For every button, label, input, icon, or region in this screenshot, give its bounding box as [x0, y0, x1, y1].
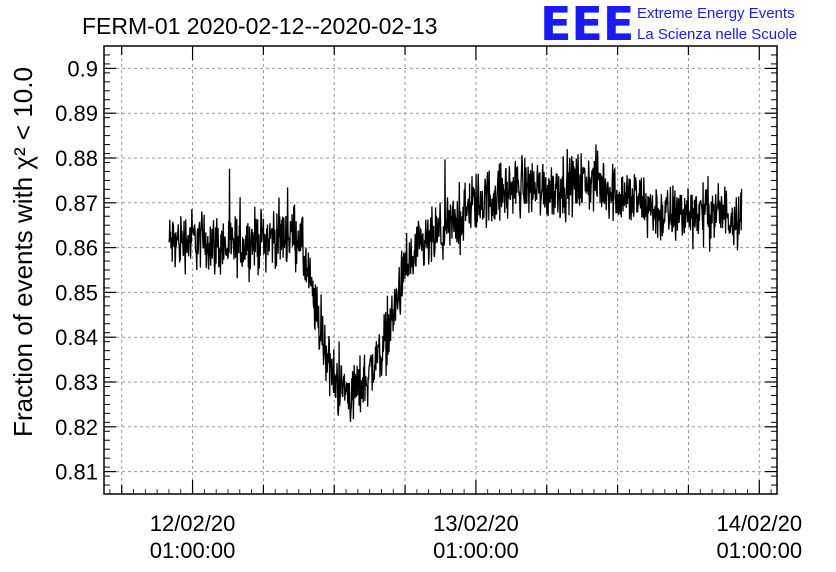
x-tick-label-time: 01:00:00: [433, 538, 519, 563]
logo-letters: EEE: [540, 0, 634, 51]
y-tick-label: 0.81: [55, 460, 98, 485]
x-tick-label-time: 01:00:00: [716, 538, 802, 563]
x-tick-label-time: 01:00:00: [150, 538, 236, 563]
logo-line2: La Scienza nelle Scuole: [637, 26, 797, 43]
x-axis-ticks: 12/02/2001:00:0013/02/2001:00:0014/02/20…: [109, 46, 802, 563]
y-tick-label: 0.89: [55, 101, 98, 126]
x-tick-label-date: 14/02/20: [716, 511, 802, 536]
y-tick-label: 0.86: [55, 236, 98, 261]
series-line: [168, 144, 743, 422]
gridlines: [104, 46, 777, 494]
y-tick-label: 0.88: [55, 146, 98, 171]
y-tick-label: 0.82: [55, 415, 98, 440]
logo-line1: Extreme Energy Events: [637, 5, 795, 22]
y-tick-label: 0.84: [55, 325, 98, 350]
y-tick-label: 0.83: [55, 370, 98, 395]
y-tick-label: 0.85: [55, 280, 98, 305]
eee-logo: EEE Extreme Energy Events La Scienza nel…: [540, 0, 797, 51]
chart-title: FERM-01 2020-02-12--2020-02-13: [82, 13, 437, 39]
y-tick-label: 0.9: [67, 56, 98, 81]
y-tick-label: 0.87: [55, 191, 98, 216]
y-axis-ticks: 0.81 0.82 0.83 0.84 0.85 0.86 0.87 0.88 0.89 0.9: [55, 45, 777, 495]
y-axis-label: Fraction of events with χ² < 10.0: [8, 67, 38, 437]
series-group: [168, 144, 743, 422]
x-tick-label-date: 13/02/20: [433, 511, 519, 536]
x-tick-label-date: 12/02/20: [150, 511, 236, 536]
